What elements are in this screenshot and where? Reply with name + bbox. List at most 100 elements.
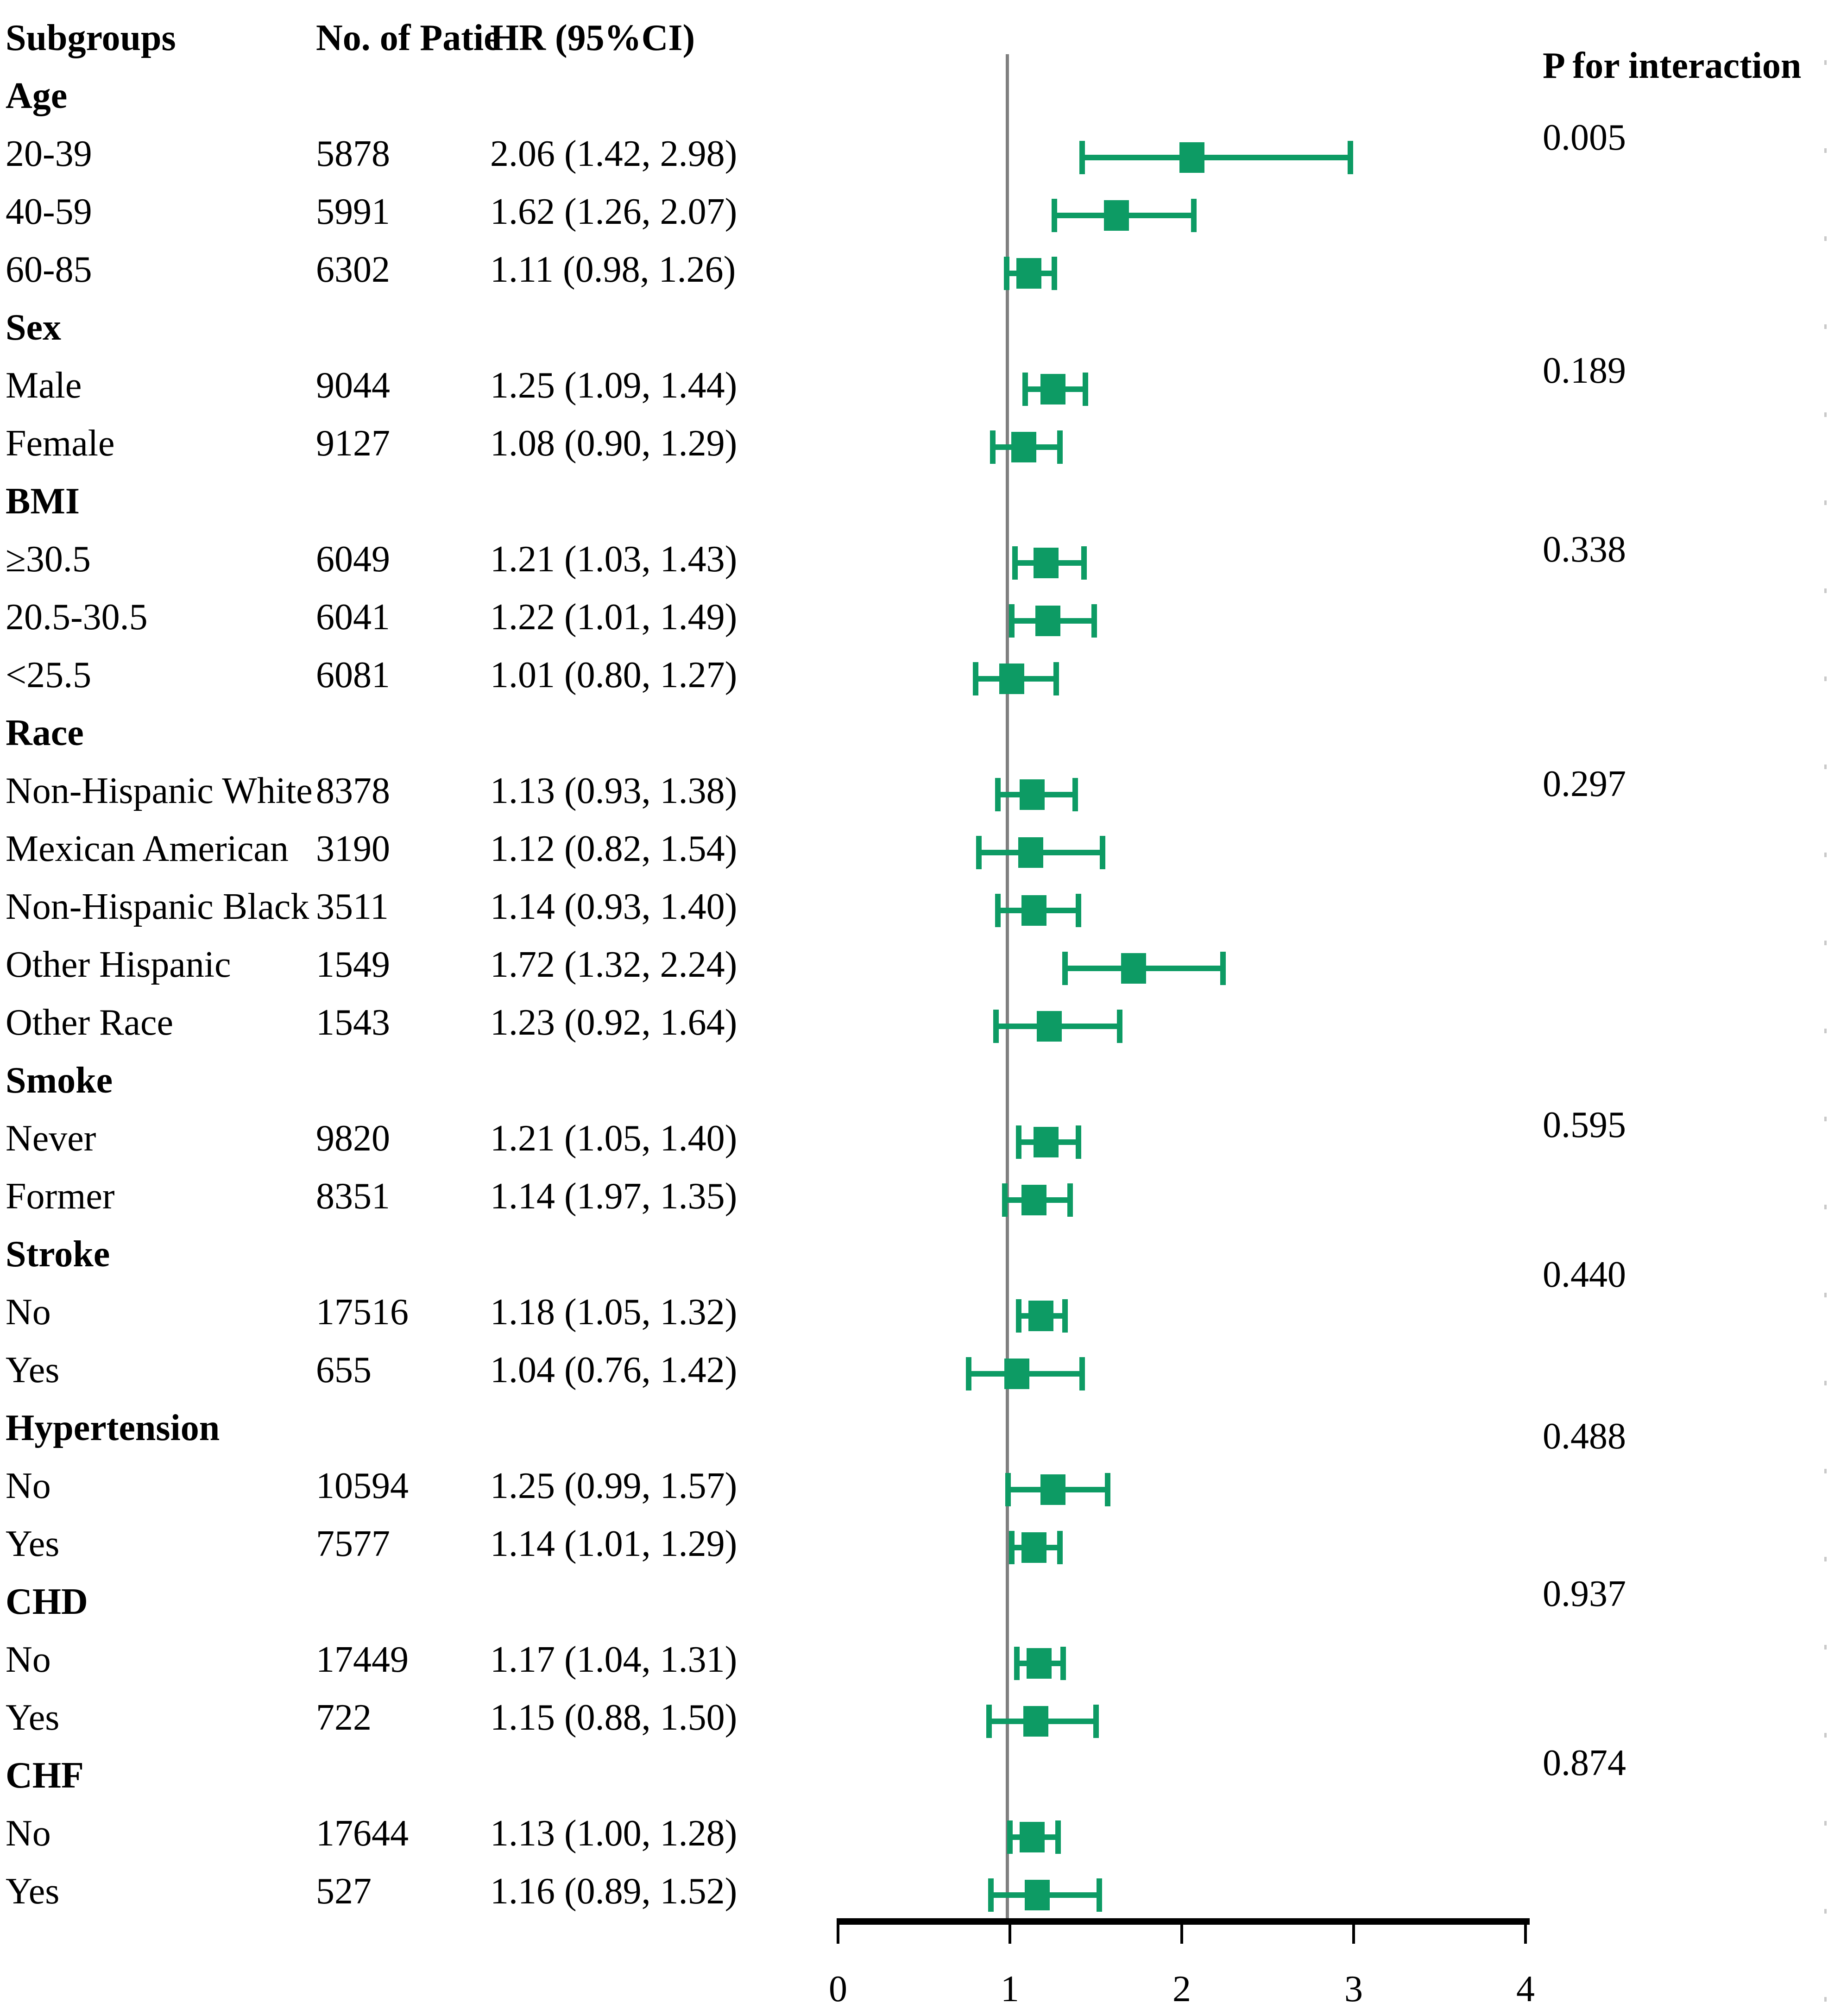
x-axis-tick-label: 3 [1344, 1969, 1363, 2010]
ci-cap-right [1079, 1357, 1085, 1390]
group-header-label: Smoke [6, 1060, 113, 1101]
edge-artifact-mark [1824, 1909, 1827, 1914]
row-subgroup-label: Mexican American [6, 828, 289, 869]
ci-cap-left [1014, 1647, 1020, 1680]
row-patient-count: 6049 [316, 539, 390, 580]
column-header-subgroups: Subgroups [6, 18, 176, 58]
ci-cap-left [1012, 546, 1018, 580]
ci-cap-left [1002, 1183, 1008, 1217]
row-subgroup-label: Male [6, 365, 82, 406]
row-hr-ci-text: 1.14 (1.97, 1.35) [490, 1176, 738, 1217]
row-subgroup-label: 20.5-30.5 [6, 597, 148, 638]
row-patient-count: 8351 [316, 1176, 390, 1217]
row-patient-count: 6041 [316, 597, 390, 638]
row-hr-ci-text: 1.16 (0.89, 1.52) [490, 1871, 738, 1912]
x-axis-tick [1352, 1918, 1355, 1944]
group-header-label: CHD [6, 1581, 88, 1622]
x-axis-tick-label: 1 [1001, 1969, 1019, 2010]
ci-cap-left [990, 430, 996, 464]
ci-cap-left [1079, 141, 1085, 174]
edge-artifact-mark [1824, 853, 1827, 857]
row-subgroup-label: Former [6, 1176, 115, 1217]
row-subgroup-label: 60-85 [6, 249, 92, 290]
x-axis-tick-label: 0 [829, 1969, 847, 2010]
row-hr-ci-text: 1.13 (0.93, 1.38) [490, 771, 738, 811]
hr-point-marker [1037, 1011, 1062, 1042]
group-header-label: Sex [6, 307, 61, 348]
ci-cap-left [972, 662, 978, 695]
ci-cap-left [988, 1878, 994, 1912]
edge-artifact-mark [1824, 1733, 1827, 1738]
ci-cap-left [965, 1357, 971, 1390]
p-interaction-value: 0.338 [1543, 529, 1626, 570]
p-interaction-value: 0.937 [1543, 1574, 1626, 1614]
ci-cap-left [993, 1010, 999, 1043]
x-axis-tick [1009, 1918, 1011, 1944]
ci-cap-right [1220, 952, 1226, 985]
ci-cap-right [1093, 1705, 1099, 1738]
row-hr-ci-text: 1.72 (1.32, 2.24) [490, 944, 738, 985]
row-hr-ci-text: 1.08 (0.90, 1.29) [490, 423, 738, 464]
hr-point-marker [1033, 1127, 1059, 1157]
ci-cap-right [1191, 199, 1197, 232]
group-header-label: BMI [6, 481, 80, 522]
ci-cap-left [1015, 1299, 1021, 1333]
ci-cap-left [986, 1705, 992, 1738]
row-subgroup-label: Other Race [6, 1002, 174, 1043]
hr-point-marker [1035, 606, 1060, 636]
row-hr-ci-text: 1.04 (0.76, 1.42) [490, 1350, 738, 1390]
row-subgroup-label: Yes [6, 1350, 60, 1390]
ci-cap-right [1062, 1299, 1068, 1333]
group-header-label: Hypertension [6, 1408, 220, 1448]
row-patient-count: 6081 [316, 655, 390, 695]
edge-artifact-mark [1824, 500, 1827, 505]
edge-artifact-mark [1824, 1997, 1827, 2002]
row-hr-ci-text: 1.23 (0.92, 1.64) [490, 1002, 738, 1043]
hr-point-marker [1011, 432, 1036, 462]
row-subgroup-label: 20-39 [6, 133, 92, 174]
edge-artifact-mark [1824, 1205, 1827, 1209]
ci-cap-left [1015, 1125, 1021, 1159]
row-subgroup-label: No [6, 1466, 51, 1506]
ci-cap-left [1003, 257, 1009, 290]
group-header-label: Age [6, 76, 68, 116]
p-interaction-value: 0.297 [1543, 764, 1626, 804]
x-axis-tick-label: 2 [1172, 1969, 1191, 2010]
group-header-label: Race [6, 713, 84, 753]
edge-artifact-mark [1824, 1029, 1827, 1033]
row-hr-ci-text: 1.12 (0.82, 1.54) [490, 828, 738, 869]
hr-point-marker [1121, 953, 1147, 984]
edge-artifact-mark [1824, 1645, 1827, 1649]
row-patient-count: 655 [316, 1350, 372, 1390]
row-hr-ci-text: 1.17 (1.04, 1.31) [490, 1639, 738, 1680]
edge-artifact-mark [1824, 1469, 1827, 1473]
hr-point-marker [1020, 779, 1045, 810]
row-hr-ci-text: 1.01 (0.80, 1.27) [490, 655, 738, 695]
hr-point-marker [1027, 1648, 1052, 1679]
row-patient-count: 5878 [316, 133, 390, 174]
hr-point-marker [1040, 374, 1065, 404]
row-patient-count: 9127 [316, 423, 390, 464]
column-header-patients: No. of Patie [316, 18, 500, 58]
edge-artifact-mark [1824, 1821, 1827, 1826]
ci-cap-left [1009, 1531, 1015, 1564]
hr-point-marker [1179, 142, 1205, 173]
row-subgroup-label: <25.5 [6, 655, 92, 695]
row-hr-ci-text: 1.25 (0.99, 1.57) [490, 1466, 738, 1506]
row-patient-count: 17644 [316, 1813, 409, 1854]
hr-point-marker [1033, 548, 1059, 578]
x-axis-tick [837, 1918, 839, 1944]
edge-artifact-mark [1824, 1381, 1827, 1385]
ci-cap-right [1072, 778, 1078, 811]
ci-cap-left [995, 778, 1001, 811]
hr-point-marker [1021, 1532, 1046, 1563]
group-header-label: CHF [6, 1755, 84, 1796]
row-hr-ci-text: 1.21 (1.03, 1.43) [490, 539, 738, 580]
ci-cap-right [1083, 373, 1089, 406]
row-hr-ci-text: 1.14 (1.01, 1.29) [490, 1523, 738, 1564]
x-axis-tick-label: 4 [1516, 1969, 1535, 2010]
hr-point-marker [1028, 1301, 1053, 1331]
row-patient-count: 5991 [316, 191, 390, 232]
row-subgroup-label: Non-Hispanic White [6, 771, 313, 811]
ci-line [1082, 155, 1350, 160]
